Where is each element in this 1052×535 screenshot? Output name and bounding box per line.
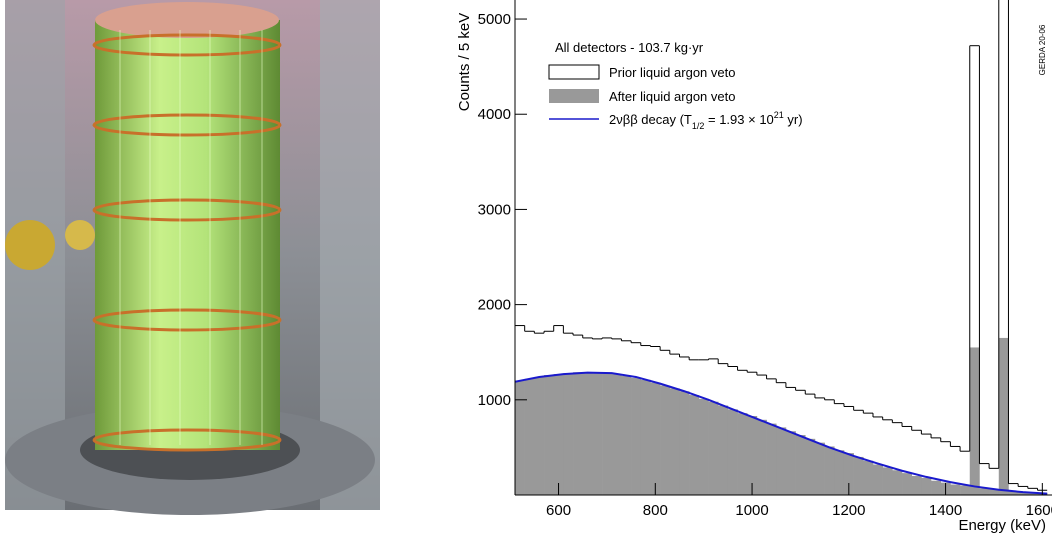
- bar: [650, 382, 661, 495]
- legend-label-part: = 1.93 × 10: [704, 112, 773, 127]
- photo: [5, 0, 380, 515]
- x-axis-label: Energy (keV): [958, 517, 1046, 534]
- bar: [863, 460, 874, 495]
- legend-swatch: [548, 64, 600, 80]
- bar: [553, 374, 564, 495]
- bar: [814, 442, 825, 495]
- y-tick-label: 4000: [478, 106, 511, 123]
- bar: [824, 446, 835, 495]
- x-tick-label: 600: [546, 502, 571, 519]
- bar: [534, 376, 545, 495]
- bar: [892, 470, 903, 495]
- bar: [902, 473, 913, 495]
- bar: [776, 427, 787, 495]
- bar: [998, 337, 1009, 495]
- bar: [805, 438, 816, 495]
- bar: [679, 391, 690, 495]
- bar: [834, 450, 845, 495]
- bar: [853, 456, 864, 495]
- bar: [960, 485, 971, 495]
- bar: [969, 347, 980, 495]
- bar: [989, 489, 1000, 495]
- bar: [921, 477, 932, 495]
- bar: [756, 419, 767, 495]
- legend-label-part: 1/2: [692, 121, 705, 131]
- y-tick-label: 5000: [478, 11, 511, 28]
- bar: [1008, 491, 1019, 495]
- histogram-chart: All detectors - 103.7 kg·yr Energy (keV)…: [456, 13, 1047, 534]
- bar: [737, 413, 748, 495]
- bar: [582, 372, 593, 495]
- chart-title: All detectors - 103.7 kg·yr: [555, 40, 704, 55]
- bar: [795, 435, 806, 495]
- bar: [515, 380, 525, 495]
- bar: [573, 372, 584, 495]
- y-tick-label: 3000: [478, 201, 511, 218]
- legend-label: Prior liquid argon veto: [609, 65, 735, 80]
- bar: [843, 453, 854, 495]
- bar: [911, 475, 922, 495]
- legend-label-part: 2νββ decay (T: [609, 112, 692, 127]
- y-axis-label: Counts / 5 keV: [456, 13, 473, 111]
- x-tick-label: 1000: [735, 502, 768, 519]
- x-tick-label: 1600: [1026, 502, 1052, 519]
- bar: [592, 372, 603, 495]
- x-tick-label: 800: [643, 502, 668, 519]
- bar: [727, 409, 738, 495]
- bar: [698, 398, 709, 495]
- bar: [563, 373, 574, 495]
- bar: [1027, 492, 1038, 495]
- bar: [718, 405, 729, 495]
- bar: [882, 467, 893, 495]
- legend-label: After liquid argon veto: [609, 89, 735, 104]
- bar: [931, 480, 942, 495]
- bar: [873, 464, 883, 495]
- bar: [785, 431, 796, 495]
- bar: [640, 379, 651, 495]
- bar: [631, 377, 642, 495]
- bar: [766, 423, 777, 495]
- annotation: GERDA 20-06: [1038, 24, 1047, 75]
- bar: [979, 488, 990, 495]
- x-tick-label: 1400: [929, 502, 962, 519]
- bar: [611, 374, 622, 495]
- legend-label: 2νββ decay (T1/2 = 1.93 × 1021 yr): [609, 110, 803, 131]
- bar: [602, 373, 613, 495]
- bar: [747, 415, 758, 495]
- bar: [708, 401, 719, 495]
- plot-area: [515, 0, 1048, 495]
- bar: [950, 484, 961, 495]
- y-tick-label: 2000: [478, 297, 511, 314]
- bar: [621, 376, 632, 495]
- bar: [669, 388, 680, 495]
- legend-label-part: yr): [784, 112, 803, 127]
- legend-swatch: [549, 89, 599, 103]
- bar: [689, 395, 700, 495]
- bar: [524, 378, 535, 495]
- bar: [1018, 492, 1029, 495]
- fit-line: [515, 371, 1048, 495]
- legend-label-part: 21: [774, 110, 784, 120]
- y-tick-label: 1000: [478, 392, 511, 409]
- bar: [660, 385, 671, 495]
- bar: [544, 375, 555, 495]
- x-tick-label: 1200: [832, 502, 865, 519]
